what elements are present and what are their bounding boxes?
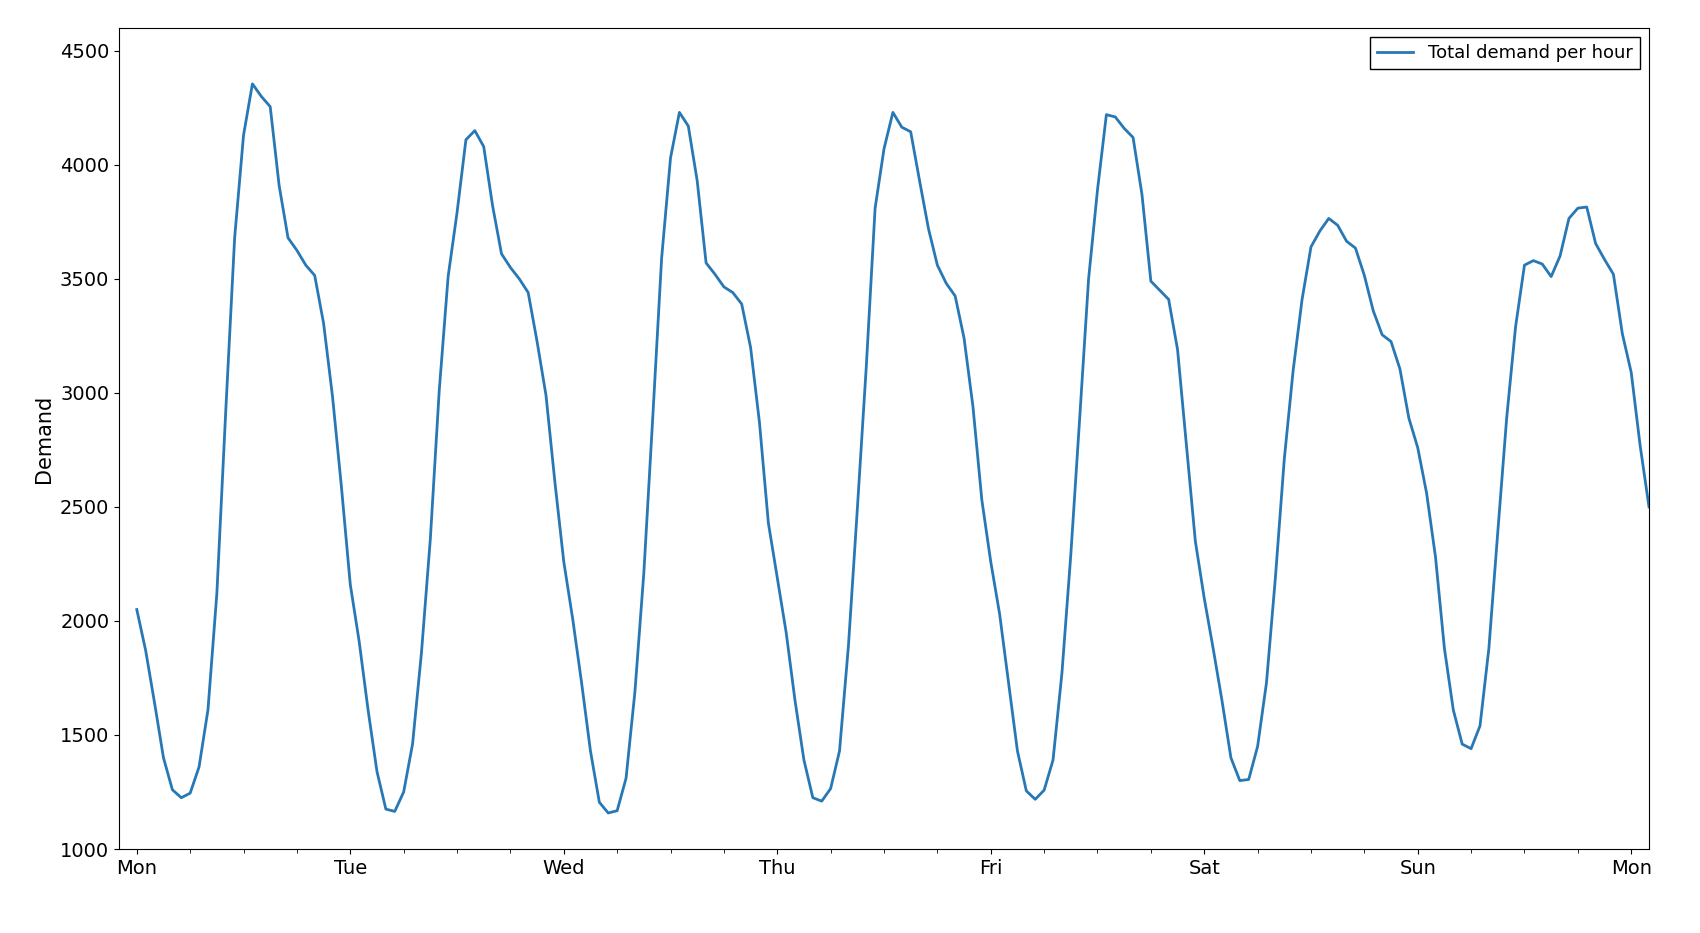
Total demand per hour — [1496, 412, 1516, 424]
Total demand per hour — [1088, 185, 1108, 196]
Y-axis label: Demand: Demand — [34, 395, 54, 482]
Total demand per hour — [411, 648, 432, 659]
Total demand per hour — [241, 78, 262, 90]
Line: Total demand per hour: Total demand per hour — [136, 84, 1649, 813]
Total demand per hour — [1204, 643, 1224, 654]
Legend: Total demand per hour: Total demand per hour — [1370, 37, 1640, 69]
Total demand per hour — [126, 604, 146, 615]
Total demand per hour — [1034, 785, 1054, 796]
Total demand per hour — [598, 807, 619, 818]
Total demand per hour — [1425, 551, 1445, 563]
Total demand per hour — [1639, 501, 1659, 512]
